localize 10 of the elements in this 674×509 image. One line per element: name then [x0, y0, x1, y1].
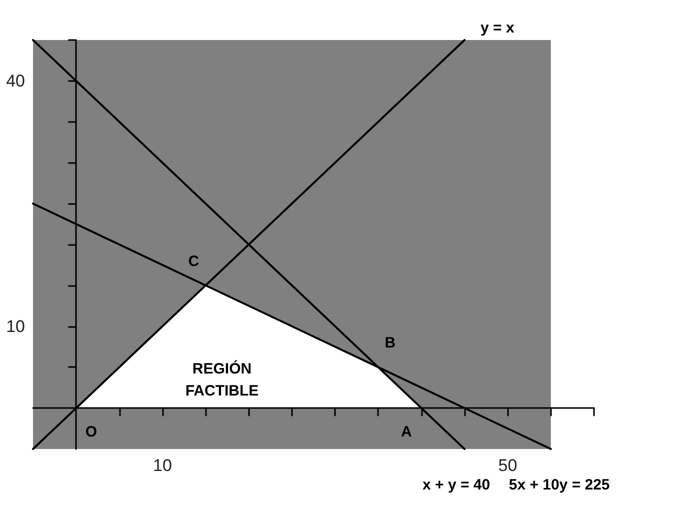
x-tick-label: 50: [498, 456, 518, 475]
text: x + y = 40: [422, 476, 490, 494]
annotation: REGIÓN FACTIBLE: [185, 360, 259, 400]
annotation: A: [400, 424, 412, 441]
annotation: B: [384, 334, 396, 352]
text: 5x + 10y = 225: [508, 476, 610, 494]
series-label: y = x: [480, 20, 515, 36]
annotation: C: [188, 252, 200, 270]
annotation: O: [85, 424, 98, 441]
y-tick-label: 40: [6, 71, 25, 90]
